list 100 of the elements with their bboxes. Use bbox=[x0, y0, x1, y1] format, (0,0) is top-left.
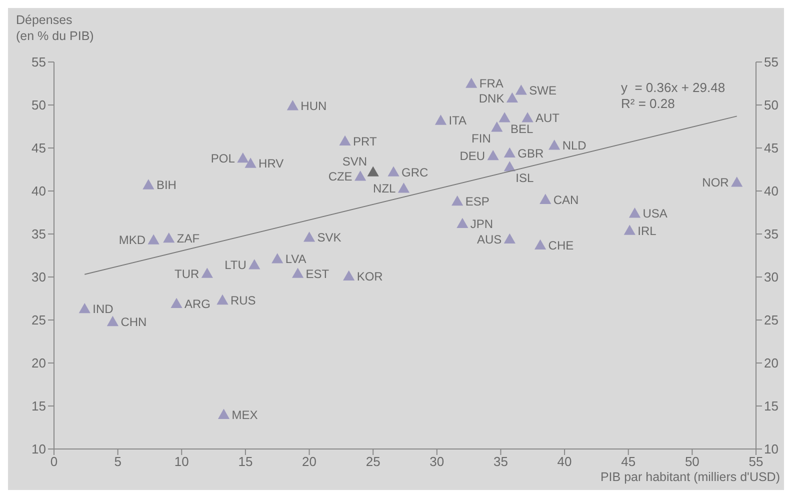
y-tick-label: 35 bbox=[32, 226, 46, 242]
point bbox=[367, 166, 379, 176]
point bbox=[731, 176, 743, 187]
annotation: GRC bbox=[402, 165, 429, 180]
y2-tick-label: 30 bbox=[764, 270, 778, 285]
annotation: HUN bbox=[300, 99, 327, 114]
point bbox=[272, 253, 284, 264]
y2-tick-label: 45 bbox=[764, 140, 778, 156]
x-tick-label: 20 bbox=[302, 454, 317, 470]
y-tick-label: 15 bbox=[32, 398, 46, 414]
x-axis-title: PIB par habitant (milliers d'USD) bbox=[600, 470, 780, 484]
annotation: SWE bbox=[529, 84, 556, 98]
annotation: CHN bbox=[120, 314, 147, 329]
point bbox=[456, 218, 468, 228]
annotation: HRV bbox=[258, 156, 284, 171]
point bbox=[628, 208, 641, 218]
x-tick-label: 40 bbox=[557, 454, 572, 470]
point bbox=[303, 232, 316, 242]
annotation: ISL bbox=[516, 171, 534, 186]
point bbox=[218, 408, 230, 419]
annotation: GBR bbox=[518, 146, 544, 160]
x-tick-label: 45 bbox=[621, 454, 636, 470]
annotation: ARG bbox=[184, 296, 211, 311]
point bbox=[343, 270, 355, 280]
annotation: CZE bbox=[328, 170, 352, 184]
annotation: ITA bbox=[448, 114, 467, 128]
point bbox=[624, 224, 636, 235]
annotation: NOR bbox=[702, 176, 730, 190]
point bbox=[534, 239, 546, 250]
annotation: KOR bbox=[356, 269, 384, 284]
y2-tick-label: 40 bbox=[764, 184, 778, 199]
point bbox=[388, 166, 400, 176]
x-tick-label: 5 bbox=[114, 454, 122, 470]
annotation: DEU bbox=[460, 148, 486, 163]
point bbox=[106, 316, 119, 326]
x-tick-label: 35 bbox=[493, 454, 508, 470]
x-tick-label: 25 bbox=[366, 454, 380, 470]
annotation: FRA bbox=[479, 76, 504, 91]
annotation: ESP bbox=[465, 194, 490, 209]
y2-tick-label: 15 bbox=[764, 398, 778, 414]
point bbox=[148, 234, 160, 244]
annotation: R² = 0.28 bbox=[621, 96, 676, 112]
y2-tick-label: 55 bbox=[764, 54, 778, 70]
point bbox=[504, 147, 516, 158]
point bbox=[498, 112, 510, 122]
y2-tick-label: 35 bbox=[764, 226, 778, 242]
point bbox=[286, 100, 298, 110]
annotation: LTU bbox=[224, 258, 246, 272]
y-tick-label: 10 bbox=[32, 442, 46, 457]
y2-tick-label: 20 bbox=[764, 356, 778, 371]
point bbox=[540, 194, 552, 204]
annotation: EST bbox=[306, 266, 330, 281]
y-tick-label: 40 bbox=[32, 184, 46, 199]
annotation: ZAF bbox=[176, 232, 200, 246]
y-tick-label: 30 bbox=[32, 270, 46, 285]
point bbox=[398, 182, 410, 193]
point bbox=[201, 268, 213, 278]
annotation: JPN bbox=[470, 216, 494, 231]
point bbox=[248, 259, 260, 270]
point bbox=[466, 78, 478, 88]
point bbox=[142, 179, 154, 190]
annotation: MEX bbox=[232, 408, 258, 422]
annotation: USA bbox=[642, 206, 668, 221]
y-tick-label: 50 bbox=[32, 98, 46, 113]
point bbox=[170, 298, 182, 308]
x-tick-label: 10 bbox=[174, 454, 189, 470]
annotation: IND bbox=[92, 302, 114, 316]
x-tick-label: 30 bbox=[430, 454, 444, 470]
point bbox=[78, 303, 90, 314]
point bbox=[452, 196, 464, 206]
point bbox=[506, 92, 518, 102]
annotation: IRL bbox=[638, 224, 657, 238]
point bbox=[434, 114, 447, 125]
point bbox=[354, 170, 366, 181]
point bbox=[548, 140, 560, 150]
x-tick-label: 50 bbox=[684, 454, 700, 470]
annotation: BEL bbox=[510, 122, 534, 136]
y2-tick-label: 10 bbox=[764, 442, 778, 457]
y2-tick-label: 50 bbox=[764, 98, 778, 113]
annotation: SVK bbox=[317, 230, 342, 245]
annotation: CAN bbox=[553, 192, 579, 207]
annotation: DNK bbox=[478, 91, 504, 106]
annotation: FIN bbox=[472, 132, 491, 146]
annotation: BIH bbox=[156, 178, 176, 192]
annotation: LVA bbox=[285, 252, 306, 266]
y-axis-title: Dépenses (en % du PIB) bbox=[16, 12, 94, 44]
x-tick-label: 55 bbox=[748, 454, 764, 470]
point bbox=[487, 150, 499, 160]
y2-tick-label: 25 bbox=[764, 312, 778, 328]
point bbox=[292, 268, 304, 278]
annotation: RUS bbox=[230, 293, 256, 308]
point bbox=[339, 135, 351, 146]
point bbox=[244, 158, 256, 168]
annotation: POL bbox=[210, 152, 236, 166]
point bbox=[515, 84, 527, 95]
y-tick-label: 20 bbox=[32, 356, 46, 371]
annotation: CHE bbox=[548, 238, 574, 252]
x-tick-label: 0 bbox=[50, 454, 58, 470]
point bbox=[504, 233, 516, 244]
y-tick-label: 45 bbox=[32, 140, 46, 156]
